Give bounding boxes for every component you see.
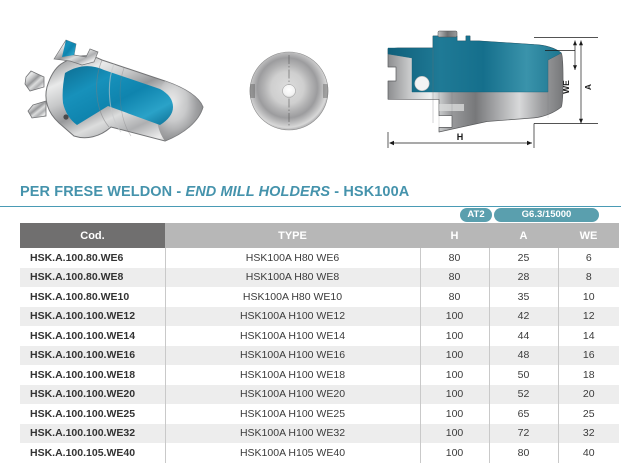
svg-text:H: H <box>457 132 464 142</box>
svg-text:A: A <box>583 84 593 90</box>
svg-text:WE: WE <box>561 80 571 94</box>
